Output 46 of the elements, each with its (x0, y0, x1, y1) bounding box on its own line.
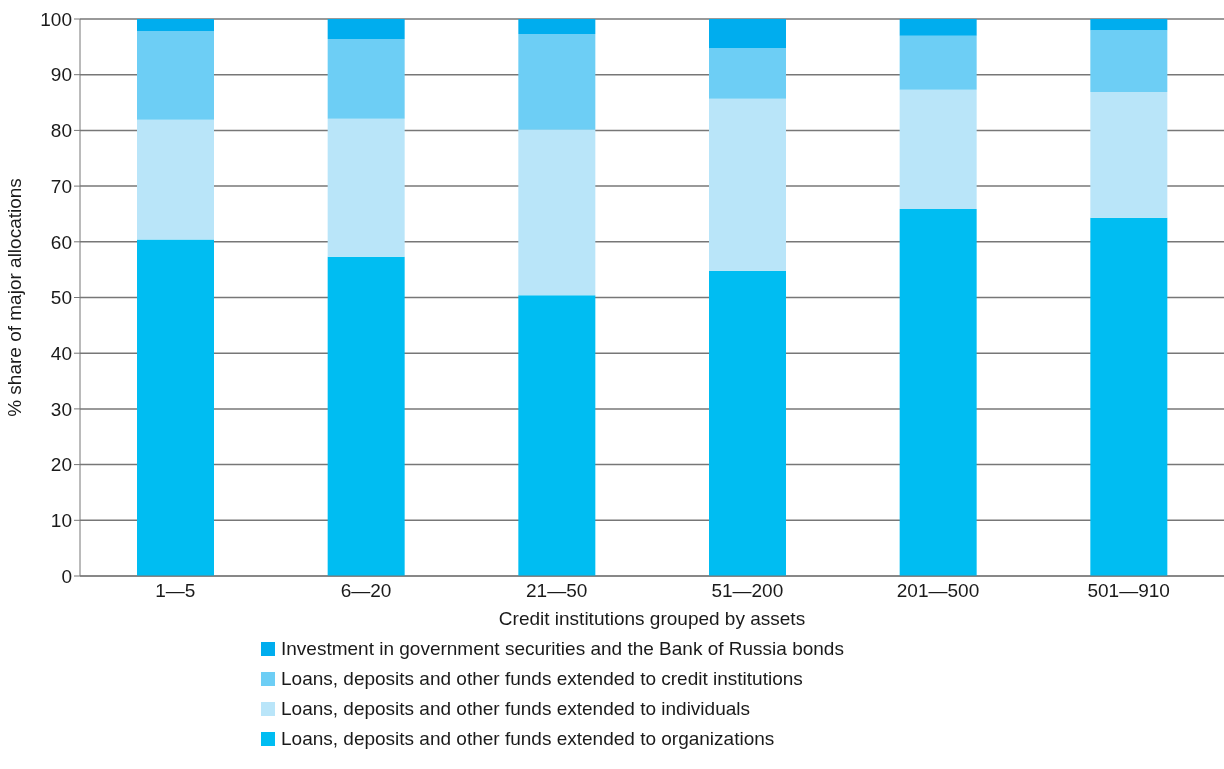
y-tick-label: 70 (50, 175, 72, 197)
bar (709, 19, 786, 48)
bar (1090, 30, 1168, 92)
bar (518, 129, 596, 296)
y-tick-label: 40 (50, 342, 72, 364)
bar (1090, 91, 1168, 218)
y-tick-label: 20 (50, 454, 72, 476)
bar (709, 270, 786, 576)
y-tick-label: 50 (50, 287, 72, 309)
bar (709, 98, 786, 271)
bar (899, 35, 977, 90)
y-tick-label: 10 (50, 510, 72, 532)
bar (137, 239, 214, 576)
x-tick-label: 1—5 (155, 580, 196, 602)
bar (899, 89, 977, 209)
legend-label: Loans, deposits and other funds extended to organizations (281, 728, 775, 750)
y-tick-label: 0 (61, 565, 72, 587)
bar (137, 31, 214, 120)
y-tick-label: 80 (50, 120, 72, 142)
bar (709, 47, 786, 99)
legend-label: Loans, deposits and other funds extended to credit institutions (281, 668, 803, 690)
bar (327, 256, 405, 576)
x-axis-title: Credit institutions grouped by assets (497, 608, 807, 630)
bar (518, 19, 596, 35)
bar (137, 119, 214, 240)
bar (899, 208, 977, 576)
bar (137, 19, 214, 32)
y-tick-label: 30 (50, 398, 72, 420)
x-tick-label: 21—50 (526, 580, 588, 602)
bar (518, 34, 596, 130)
legend-label: Investment in government securities and the Bank of Russia bonds (281, 638, 844, 660)
x-tick-label: 501—910 (1087, 580, 1170, 602)
bar (1090, 19, 1168, 31)
y-tick-label: 60 (50, 231, 72, 253)
legend-label: Loans, deposits and other funds extended to individuals (281, 698, 750, 720)
bar (327, 118, 405, 257)
x-tick-label: 51—200 (711, 580, 784, 602)
y-tick-label: 100 (40, 8, 72, 30)
bar (518, 295, 596, 576)
y-tick-label: 90 (50, 64, 72, 86)
bar (327, 19, 405, 40)
x-tick-label: 201—500 (896, 580, 980, 602)
bar (899, 19, 977, 36)
bar (327, 39, 405, 119)
x-tick-label: 6—20 (340, 580, 392, 602)
bar (1090, 217, 1168, 576)
